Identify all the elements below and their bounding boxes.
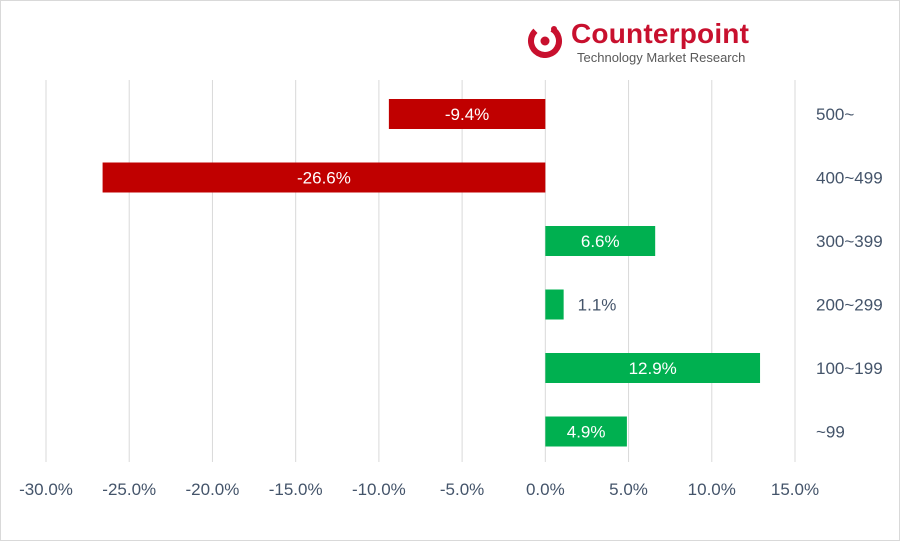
x-tick-label: -25.0% xyxy=(102,480,156,499)
logo-wordmark: Counterpoint xyxy=(571,18,750,49)
x-tick-label: 5.0% xyxy=(609,480,648,499)
bar xyxy=(545,226,656,256)
x-axis-ticks: -30.0% -25.0% -20.0% -15.0% -10.0% -5.0% 0.0% 5… xyxy=(19,480,819,499)
data-label: 1.1% xyxy=(578,296,617,315)
category-labels: 500~ 400~499 300~399 200~299 100~199 ~99 xyxy=(816,105,883,442)
x-tick-label: 10.0% xyxy=(688,480,736,499)
x-tick-label: 15.0% xyxy=(771,480,819,499)
data-label: 6.6% xyxy=(581,232,620,251)
logo-tagline: Technology Market Research xyxy=(577,50,746,65)
x-tick-label: -5.0% xyxy=(440,480,484,499)
x-tick-label: -20.0% xyxy=(186,480,240,499)
data-label: -9.4% xyxy=(445,105,489,124)
counterpoint-logo-icon xyxy=(528,24,562,58)
counterpoint-logo: Counterpoint Technology Market Research xyxy=(527,18,787,68)
bars xyxy=(102,99,761,447)
data-label: 4.9% xyxy=(567,423,606,442)
category-label: 100~199 xyxy=(816,359,883,378)
category-label: 500~ xyxy=(816,105,854,124)
data-labels: -9.4% -26.6% 6.6% 1.1% 12.9% 4.9% xyxy=(297,105,677,442)
bar xyxy=(388,99,546,129)
x-tick-label: 0.0% xyxy=(526,480,565,499)
x-tick-label: -30.0% xyxy=(19,480,73,499)
x-tick-label: -10.0% xyxy=(352,480,406,499)
category-label: 400~499 xyxy=(816,169,883,188)
x-tick-label: -15.0% xyxy=(269,480,323,499)
bar xyxy=(545,289,564,320)
category-label: 300~399 xyxy=(816,232,883,251)
category-label: ~99 xyxy=(816,423,845,442)
data-label: 12.9% xyxy=(629,359,677,378)
bar xyxy=(102,162,546,193)
bar xyxy=(545,416,627,447)
data-label: -26.6% xyxy=(297,169,351,188)
bar xyxy=(545,353,761,383)
category-label: 200~299 xyxy=(816,296,883,315)
gridlines xyxy=(45,80,796,462)
